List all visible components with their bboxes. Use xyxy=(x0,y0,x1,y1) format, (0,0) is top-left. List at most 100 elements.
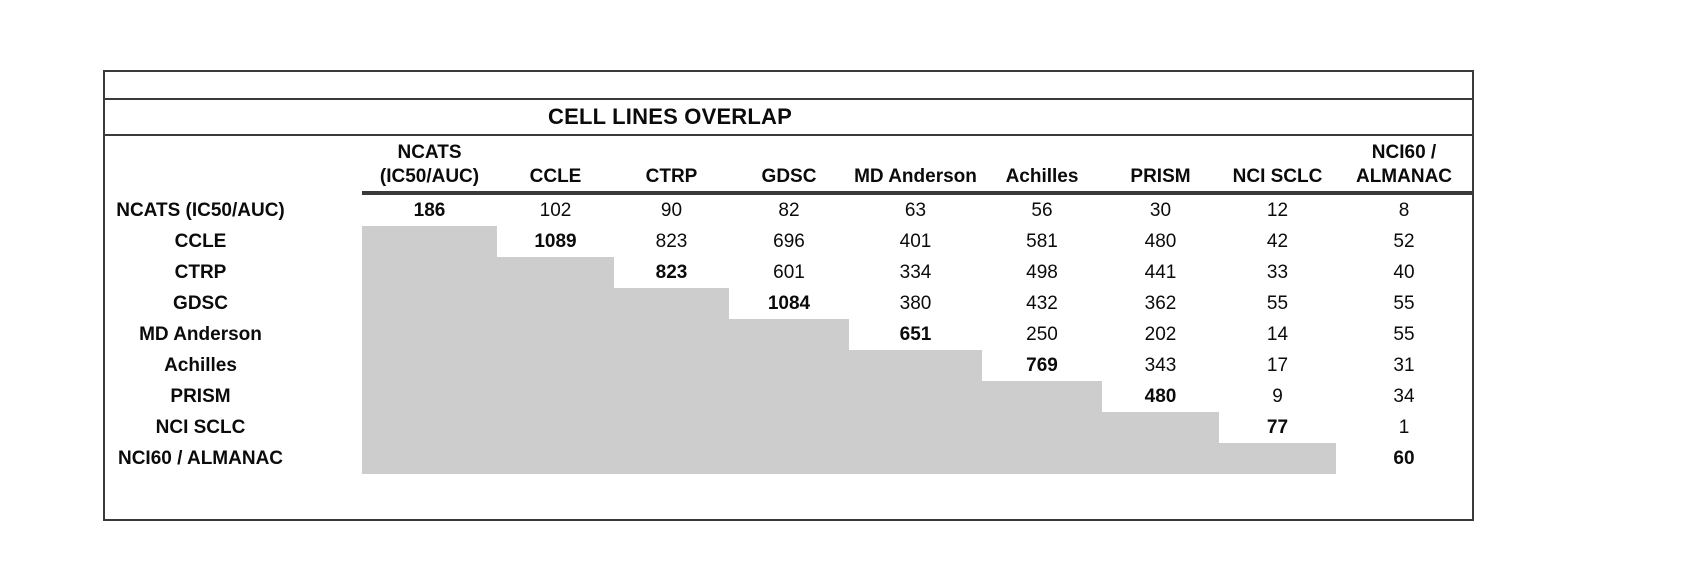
column-header-line: NCI60 / xyxy=(1371,142,1437,163)
shaded-cell xyxy=(614,443,729,474)
column-header-line: PRISM xyxy=(1130,166,1191,187)
overlap-value-cell: 334 xyxy=(899,262,932,283)
shaded-cell xyxy=(982,381,1102,412)
shaded-cell xyxy=(497,381,614,412)
overlap-value-cell: 55 xyxy=(1266,293,1289,314)
table-row: NCI SCLC 77 1 xyxy=(105,412,1472,443)
overlap-value-cell: 202 xyxy=(1144,324,1177,345)
column-header-achilles: Achilles xyxy=(982,165,1102,191)
overlap-matrix: NCATS (IC50/AUC) 186 102 90 82 63 56 30 12 8 CCLE 1… xyxy=(105,195,1472,474)
row-label: CCLE xyxy=(174,231,227,252)
row-label: Achilles xyxy=(164,355,237,376)
overlap-value-cell: 33 xyxy=(1266,262,1289,283)
overlap-value-cell: 581 xyxy=(1026,231,1058,252)
column-header-nci60-almanac: NCI60 / ALMANAC xyxy=(1336,141,1472,191)
overlap-value-cell: 362 xyxy=(1144,293,1177,314)
shaded-cell xyxy=(729,381,849,412)
column-header-row: NCATS (IC50/AUC) CCLE CTRP GDSC MD Ander… xyxy=(105,136,1472,191)
column-header-line: NCI SCLC xyxy=(1232,166,1323,187)
overlap-value-cell: 52 xyxy=(1393,231,1415,252)
bottom-spacer-row xyxy=(105,474,1472,512)
table-row: Achilles 769 343 17 31 xyxy=(105,350,1472,381)
shaded-cell xyxy=(614,288,729,319)
shaded-cell xyxy=(362,288,497,319)
shaded-cell xyxy=(729,412,849,443)
row-label: MD Anderson xyxy=(139,324,262,345)
row-label: CTRP xyxy=(174,262,227,283)
overlap-value-cell: 498 xyxy=(1026,262,1058,283)
overlap-value-cell: 34 xyxy=(1393,386,1415,407)
column-header-line: CCLE xyxy=(529,166,582,187)
overlap-value-cell: 90 xyxy=(660,200,683,221)
column-header-line: (IC50/AUC) xyxy=(379,166,480,187)
top-spacer-row xyxy=(105,72,1472,100)
row-label: NCI SCLC xyxy=(155,417,246,438)
header-double-underline xyxy=(362,191,1472,195)
shaded-cell xyxy=(497,443,614,474)
shaded-cell xyxy=(362,319,497,350)
overlap-value-cell: 186 xyxy=(413,200,446,221)
row-label: PRISM xyxy=(170,386,231,407)
column-header-line: Achilles xyxy=(1005,166,1079,187)
overlap-value-cell: 696 xyxy=(773,231,805,252)
overlap-value-cell: 30 xyxy=(1149,200,1172,221)
row-label: NCI60 / ALMANAC xyxy=(117,448,284,469)
row-label: NCATS (IC50/AUC) xyxy=(116,200,285,221)
shaded-cell xyxy=(849,443,982,474)
row-label: GDSC xyxy=(173,293,228,314)
column-header-nci-sclc: NCI SCLC xyxy=(1219,165,1336,191)
table-row: NCATS (IC50/AUC) 186 102 90 82 63 56 30 12 8 xyxy=(105,195,1472,226)
column-header-ccle: CCLE xyxy=(497,165,614,191)
table-title: CELL LINES OVERLAP xyxy=(548,104,792,129)
column-header-prism: PRISM xyxy=(1102,165,1219,191)
shaded-cell xyxy=(497,319,614,350)
column-header-line: ALMANAC xyxy=(1355,166,1453,187)
shaded-cell xyxy=(362,226,497,257)
table-row: CTRP 823 601 334 498 441 33 40 xyxy=(105,257,1472,288)
column-header-ncats: NCATS (IC50/AUC) xyxy=(362,141,497,191)
overlap-value-cell: 250 xyxy=(1026,324,1058,345)
overlap-value-cell: 432 xyxy=(1026,293,1058,314)
shaded-cell xyxy=(497,412,614,443)
column-header-line: NCATS xyxy=(397,142,462,163)
overlap-value-cell: 102 xyxy=(539,200,572,221)
shaded-cell xyxy=(614,381,729,412)
shaded-cell xyxy=(497,257,614,288)
overlap-value-cell: 480 xyxy=(1144,231,1177,252)
table-row: MD Anderson 651 250 202 14 55 xyxy=(105,319,1472,350)
overlap-value-cell: 9 xyxy=(1272,386,1283,407)
overlap-value-cell: 42 xyxy=(1266,231,1289,252)
overlap-value-cell: 441 xyxy=(1144,262,1177,283)
shaded-cell xyxy=(497,288,614,319)
shaded-cell xyxy=(362,412,497,443)
overlap-value-cell: 63 xyxy=(904,200,927,221)
table-row: PRISM 480 9 34 xyxy=(105,381,1472,412)
overlap-value-cell: 1 xyxy=(1398,417,1410,438)
shaded-cell xyxy=(362,257,497,288)
overlap-value-cell: 823 xyxy=(655,231,688,252)
overlap-value-cell: 17 xyxy=(1266,355,1289,376)
overlap-value-cell: 40 xyxy=(1393,262,1415,283)
overlap-value-cell: 60 xyxy=(1393,448,1415,469)
shaded-cell xyxy=(497,350,614,381)
shaded-cell xyxy=(1102,412,1219,443)
overlap-value-cell: 823 xyxy=(655,262,688,283)
overlap-value-cell: 14 xyxy=(1266,324,1289,345)
overlap-value-cell: 77 xyxy=(1266,417,1289,438)
overlap-value-cell: 82 xyxy=(778,200,800,221)
overlap-value-cell: 12 xyxy=(1266,200,1289,221)
shaded-cell xyxy=(1102,443,1219,474)
overlap-value-cell: 601 xyxy=(773,262,805,283)
shaded-cell xyxy=(849,412,982,443)
shaded-cell xyxy=(614,412,729,443)
overlap-value-cell: 55 xyxy=(1393,324,1415,345)
shaded-cell xyxy=(1219,443,1336,474)
table-title-row: CELL LINES OVERLAP xyxy=(105,100,1472,136)
overlap-value-cell: 380 xyxy=(899,293,932,314)
overlap-value-cell: 401 xyxy=(899,231,932,252)
shaded-cell xyxy=(729,443,849,474)
overlap-value-cell: 56 xyxy=(1031,200,1053,221)
overlap-value-cell: 55 xyxy=(1393,293,1415,314)
shaded-cell xyxy=(362,443,497,474)
